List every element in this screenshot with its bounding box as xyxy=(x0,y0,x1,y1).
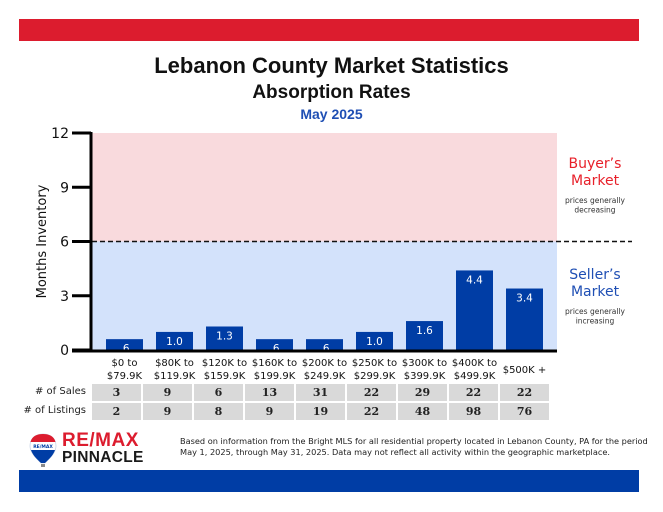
x-tick-label: $160K to xyxy=(252,358,297,369)
bar-value-label: 3.4 xyxy=(516,293,533,305)
x-tick-label: $159.9K xyxy=(204,371,246,380)
zone-title: Market xyxy=(571,173,620,189)
bar xyxy=(356,331,393,350)
bar-value-label: 1.0 xyxy=(366,336,383,348)
x-tick-label: $0 to xyxy=(112,358,138,369)
bar xyxy=(106,339,143,350)
x-tick-label: $119.9K xyxy=(154,371,196,380)
absorption-chart: .6 1.0 1.3 .6 .6 1.0 1.6 4.4 3.4 0 3 6 9 12 Months I… xyxy=(35,126,632,380)
y-tick-label: 0 xyxy=(60,343,69,359)
table-cell: 22 xyxy=(347,384,396,401)
bar-value-label: 1.3 xyxy=(216,330,233,342)
x-tick-label: $500K + xyxy=(503,365,547,376)
disclaimer-line-2: May 1, 2025, through May 31, 2025. Data … xyxy=(180,447,610,457)
bar-value-label: .6 xyxy=(269,343,279,355)
y-tick-label: 3 xyxy=(60,289,69,305)
zone-title: Market xyxy=(571,284,620,300)
bottom-banner xyxy=(19,470,639,492)
zone-note: decreasing xyxy=(574,206,615,215)
bar xyxy=(506,288,543,350)
brand-top: RE/MAX xyxy=(62,430,139,451)
x-tick-label: $250K to xyxy=(352,358,397,369)
remax-logo: RE/MAX RE/MAX PINNACLE xyxy=(28,430,168,468)
bar-value-label: 1.6 xyxy=(416,325,433,337)
table-row-label: # of Listings xyxy=(23,405,86,416)
y-tick-label: 12 xyxy=(51,126,69,142)
bar xyxy=(406,321,443,350)
table-cell: 22 xyxy=(500,384,549,401)
x-tick-label: $120K to xyxy=(202,358,247,369)
table-cell: 9 xyxy=(143,403,192,420)
table-cell: 29 xyxy=(398,384,447,401)
buyer-market-zone xyxy=(92,133,557,242)
table-cell: 3 xyxy=(92,384,141,401)
bar-value-label: 4.4 xyxy=(466,274,483,286)
balloon-text: RE/MAX xyxy=(33,444,53,450)
table-cell: 22 xyxy=(347,403,396,420)
zone-title: Buyer’s xyxy=(569,156,622,172)
bar xyxy=(206,326,243,350)
bar xyxy=(156,331,193,350)
table-cell: 8 xyxy=(194,403,243,420)
bar-value-label: .6 xyxy=(119,343,129,355)
y-tick-label: 9 xyxy=(60,180,69,196)
page-title: Lebanon County Market Statistics xyxy=(154,53,509,78)
table-cell: 48 xyxy=(398,403,447,420)
table-cell: 19 xyxy=(296,403,345,420)
x-tick-label: $499.9K xyxy=(454,371,496,380)
bar-value-label: .6 xyxy=(319,343,329,355)
table-cell: 22 xyxy=(449,384,498,401)
x-tick-label: $249.9K xyxy=(304,371,346,380)
x-tick-label: $300K to xyxy=(402,358,447,369)
table-cell: 6 xyxy=(194,384,243,401)
bar xyxy=(456,270,493,350)
disclaimer-note: Based on information from the Bright MLS… xyxy=(180,436,650,458)
table-row-label: # of Sales xyxy=(35,386,86,397)
table-cell: 9 xyxy=(143,384,192,401)
table-cell: 98 xyxy=(449,403,498,420)
table-cell: 2 xyxy=(92,403,141,420)
disclaimer-line-1: Based on information from the Bright MLS… xyxy=(180,436,648,446)
zone-note: prices generally xyxy=(565,196,626,205)
table-cell: 31 xyxy=(296,384,345,401)
brand-bottom: PINNACLE xyxy=(62,449,144,466)
x-tick-label: $299.9K xyxy=(354,371,396,380)
chart-period: May 2025 xyxy=(300,106,363,122)
balloon-icon: RE/MAX xyxy=(29,433,57,467)
x-tick-label: $199.9K xyxy=(254,371,296,380)
y-axis-label: Months Inventory xyxy=(35,184,50,298)
zone-title: Seller’s xyxy=(569,267,620,283)
bar-value-label: 1.0 xyxy=(166,336,183,348)
zone-note: increasing xyxy=(576,317,615,326)
x-tick-label: $200K to xyxy=(302,358,347,369)
x-tick-label: $399.9K xyxy=(404,371,446,380)
x-tick-label: $79.9K xyxy=(107,371,143,380)
zone-note: prices generally xyxy=(565,307,626,316)
bar xyxy=(306,339,343,350)
y-tick-label: 6 xyxy=(60,235,69,251)
table-cell: 76 xyxy=(500,403,549,420)
x-tick-label: $400K to xyxy=(452,358,497,369)
bar xyxy=(256,339,293,350)
table-cell: 13 xyxy=(245,384,294,401)
x-tick-label: $80K to xyxy=(155,358,194,369)
top-banner xyxy=(19,19,639,41)
table-cell: 9 xyxy=(245,403,294,420)
chart-subtitle: Absorption Rates xyxy=(252,82,411,103)
